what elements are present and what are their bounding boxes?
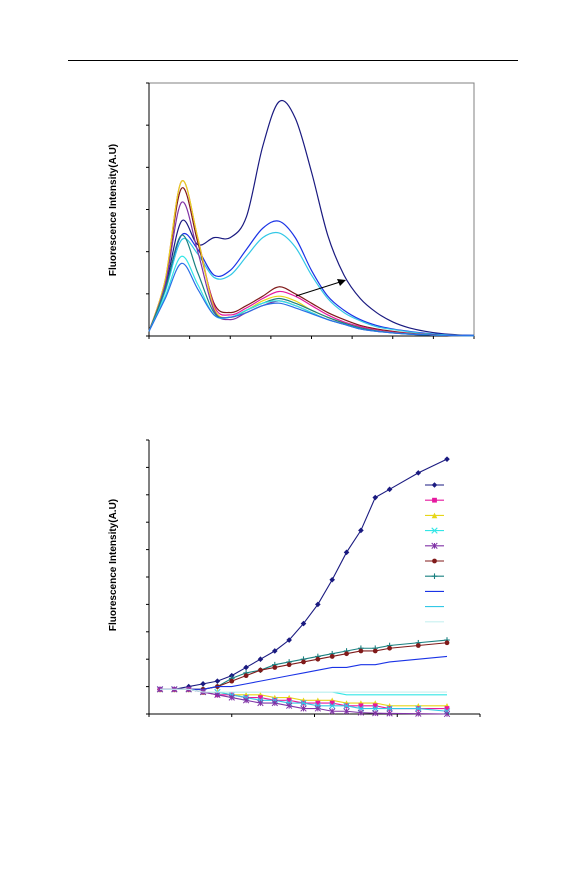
intensity-chart: Fluorescence Intensity(A.U) xyxy=(108,439,481,718)
data-point xyxy=(358,703,364,709)
page-header-rule xyxy=(68,60,518,61)
data-point xyxy=(315,656,321,662)
data-point xyxy=(214,691,221,698)
data-point xyxy=(415,470,422,476)
data-point xyxy=(386,705,393,712)
data-point xyxy=(300,705,307,712)
data-point xyxy=(286,637,292,643)
data-point xyxy=(415,710,422,717)
arrow-shaft xyxy=(295,281,341,297)
data-point xyxy=(214,678,221,684)
data-point xyxy=(285,702,293,709)
tick-group xyxy=(146,82,475,339)
series-line-10 xyxy=(160,688,447,693)
data-point xyxy=(357,709,365,716)
series-group xyxy=(156,456,451,718)
data-point xyxy=(300,699,307,707)
data-point xyxy=(443,710,451,718)
data-point xyxy=(387,645,392,651)
data-point xyxy=(271,699,278,707)
legend-marker-1 xyxy=(431,482,438,488)
data-point xyxy=(258,695,263,700)
legend-marker-4 xyxy=(431,527,438,534)
data-point xyxy=(272,648,278,654)
data-point xyxy=(257,656,264,662)
data-point xyxy=(372,494,379,501)
spectrum-line-1 xyxy=(148,100,475,336)
arrow-head xyxy=(337,279,346,286)
data-point xyxy=(329,654,335,659)
legend-marker-5 xyxy=(431,542,438,549)
data-point xyxy=(329,700,335,706)
data-point xyxy=(372,648,378,654)
spectrum-line-7 xyxy=(148,201,475,337)
data-point xyxy=(315,601,321,608)
y-axis-label: Fluorescence Intensity(A.U) xyxy=(108,144,119,276)
spectrum-line-10 xyxy=(148,262,475,337)
data-point xyxy=(315,700,321,706)
data-point xyxy=(228,694,235,701)
data-point xyxy=(415,705,422,712)
data-point xyxy=(444,706,450,711)
data-point xyxy=(301,659,306,665)
data-point xyxy=(300,620,307,627)
data-point xyxy=(344,651,349,657)
data-point xyxy=(286,697,292,703)
spectra-chart: Fluorescence Intensity(A.U) xyxy=(108,82,475,339)
data-point xyxy=(257,699,264,707)
data-point xyxy=(229,678,235,684)
data-point xyxy=(386,486,393,493)
data-point xyxy=(343,708,350,715)
data-point xyxy=(272,665,278,670)
data-point xyxy=(314,705,322,712)
legend-marker-7 xyxy=(431,573,438,579)
data-point xyxy=(243,664,249,671)
legend-marker-6 xyxy=(432,558,437,564)
data-point xyxy=(372,710,379,717)
legend xyxy=(425,482,444,623)
data-point xyxy=(372,705,379,712)
series-group xyxy=(148,100,475,337)
data-point xyxy=(444,456,450,462)
data-point xyxy=(329,576,335,583)
y-axis-label: Fluorescence Intensity(A.U) xyxy=(108,499,119,631)
data-point xyxy=(343,549,350,556)
data-point xyxy=(258,667,263,673)
data-point xyxy=(242,697,250,704)
legend-marker-3 xyxy=(431,512,438,519)
data-point xyxy=(386,710,393,717)
data-point xyxy=(358,648,364,654)
data-point xyxy=(358,527,364,534)
spectrum-line-9 xyxy=(148,255,475,337)
data-point xyxy=(286,662,292,668)
plot-area-frame xyxy=(148,82,475,337)
legend-marker-2 xyxy=(432,497,437,503)
data-point xyxy=(444,640,450,646)
data-point xyxy=(243,673,249,679)
tick-group xyxy=(146,439,481,717)
data-point xyxy=(415,643,421,648)
data-point xyxy=(329,708,336,715)
data-point xyxy=(343,702,350,709)
annotation-arrow xyxy=(295,279,346,297)
data-point xyxy=(329,702,336,709)
series-line-1 xyxy=(160,458,448,690)
data-point xyxy=(372,703,378,709)
data-point xyxy=(200,681,206,687)
